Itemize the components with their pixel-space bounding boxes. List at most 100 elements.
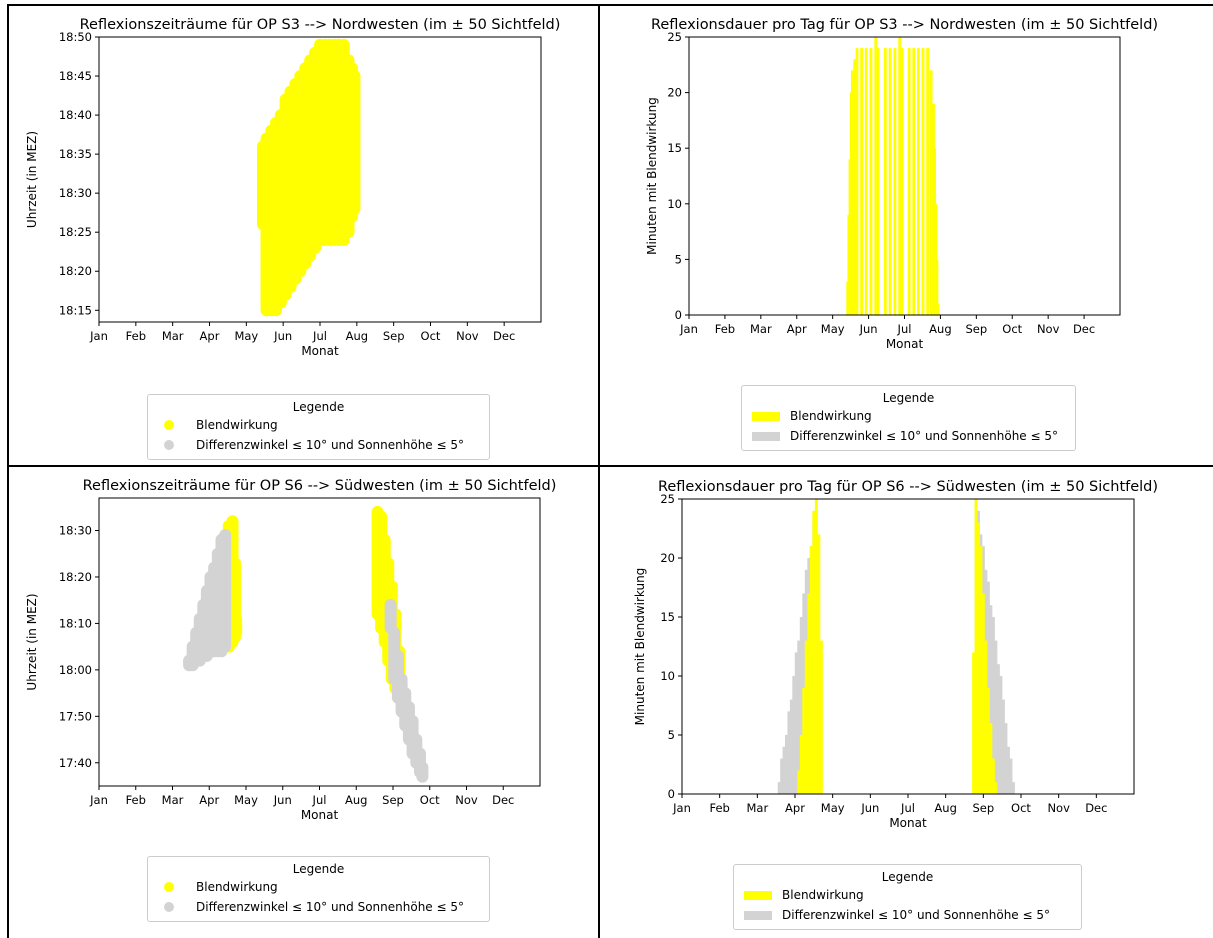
bar xyxy=(850,70,854,315)
x-tick-label: May xyxy=(234,329,258,343)
bar xyxy=(814,499,818,794)
x-tick-label: Sep xyxy=(965,322,987,336)
y-tick-label: 18:30 xyxy=(59,524,92,538)
legend-label-blend: Blendwirkung xyxy=(782,888,864,902)
legend-swatch-blend xyxy=(744,890,772,900)
y-axis-label: Uhrzeit (in MEZ) xyxy=(25,131,39,228)
y-tick-label: 17:50 xyxy=(59,709,92,723)
y-tick-label: 18:40 xyxy=(59,108,92,122)
bar xyxy=(898,37,902,315)
bar xyxy=(989,723,993,794)
divider-vertical xyxy=(598,4,600,938)
legend-swatch-blend xyxy=(164,420,174,430)
x-tick-label: Aug xyxy=(345,793,367,807)
legend-label-blend: Blendwirkung xyxy=(790,409,872,423)
legend-label-diff: Differenzwinkel ≤ 10° und Sonnenhöhe ≤ 5… xyxy=(782,908,1050,922)
bar xyxy=(986,687,990,794)
x-tick-label: Oct xyxy=(421,329,441,343)
x-tick-label: Mar xyxy=(746,801,768,815)
x-tick-label: Oct xyxy=(420,793,440,807)
bar xyxy=(991,758,995,794)
y-tick-label: 10 xyxy=(667,197,682,211)
x-tick-label: Jun xyxy=(273,793,292,807)
legend-item-diff: Differenzwinkel ≤ 10° und Sonnenhöhe ≤ 5… xyxy=(148,435,489,455)
x-tick-label: Sep xyxy=(972,801,994,815)
y-tick-label: 18:35 xyxy=(59,147,92,161)
divider-top xyxy=(7,4,1213,6)
bar xyxy=(802,687,806,794)
bar xyxy=(869,48,873,315)
y-tick-label: 18:10 xyxy=(59,616,92,630)
bar xyxy=(782,746,786,794)
bar xyxy=(809,546,813,794)
x-tick-label: Dec xyxy=(493,329,515,343)
bar xyxy=(853,59,857,315)
bar xyxy=(1006,746,1010,794)
chart-title: Reflexionszeiträume für OP S6 --> Südwes… xyxy=(83,478,557,494)
x-tick-label: Aug xyxy=(929,322,951,336)
x-tick-label: Jul xyxy=(312,793,327,807)
legend-item-diff: Differenzwinkel ≤ 10° und Sonnenhöhe ≤ 5… xyxy=(148,897,489,917)
bar xyxy=(1011,782,1015,794)
x-tick-label: Feb xyxy=(126,793,146,807)
legend-title: Legende xyxy=(882,391,935,405)
x-tick-label: Dec xyxy=(1085,801,1107,815)
bar xyxy=(935,259,939,315)
x-tick-label: Jun xyxy=(859,322,878,336)
legend-title: Legende xyxy=(292,862,345,876)
chart-s3-duration: Reflexionsdauer pro Tag für OP S3 --> No… xyxy=(645,17,1158,351)
chart-s6-time: Reflexionszeiträume für OP S6 --> Südwes… xyxy=(25,478,557,822)
plot-area xyxy=(256,38,361,317)
bar xyxy=(981,593,985,794)
x-tick-label: May xyxy=(821,801,845,815)
chart-panel-s6-time: Reflexionszeiträume für OP S6 --> Südwes… xyxy=(9,467,598,938)
x-tick-label: Mar xyxy=(162,793,184,807)
chart-title: Reflexionsdauer pro Tag für OP S3 --> No… xyxy=(651,17,1158,33)
x-tick-label: Dec xyxy=(492,793,514,807)
legend-label-diff: Differenzwinkel ≤ 10° und Sonnenhöhe ≤ 5… xyxy=(196,438,464,452)
bar xyxy=(893,48,897,315)
x-tick-label: Feb xyxy=(126,329,146,343)
legend-label-diff: Differenzwinkel ≤ 10° und Sonnenhöhe ≤ 5… xyxy=(196,900,464,914)
x-tick-label: Jan xyxy=(679,322,698,336)
legend-title: Legende xyxy=(292,400,345,414)
bar xyxy=(817,534,821,794)
x-tick-label: Aug xyxy=(934,801,956,815)
bar xyxy=(994,782,998,794)
x-tick-label: Sep xyxy=(383,329,405,343)
legend-swatch-blend xyxy=(752,411,780,421)
x-tick-label: Jun xyxy=(860,801,879,815)
x-tick-label: Jun xyxy=(273,329,292,343)
bar xyxy=(991,617,995,794)
bar xyxy=(787,711,791,794)
legend-label-diff: Differenzwinkel ≤ 10° und Sonnenhöhe ≤ 5… xyxy=(790,429,1058,443)
bar xyxy=(888,48,892,315)
y-tick-label: 18:15 xyxy=(59,303,92,317)
x-tick-label: Sep xyxy=(382,793,404,807)
bar xyxy=(989,605,993,794)
legend-swatch-diff xyxy=(164,440,174,450)
x-tick-label: Jan xyxy=(89,329,108,343)
y-tick-label: 20 xyxy=(660,551,675,565)
x-tick-label: Feb xyxy=(715,322,735,336)
chart-s3-time: Reflexionszeiträume für OP S3 --> Nordwe… xyxy=(25,17,560,358)
legend-item-blend: Blendwirkung xyxy=(148,415,489,435)
x-tick-label: May xyxy=(234,793,258,807)
legend-item-blend: Blendwirkung xyxy=(742,406,1075,426)
chart-panel-s3-time: Reflexionszeiträume für OP S3 --> Nordwe… xyxy=(9,6,598,465)
bar xyxy=(874,37,878,315)
x-tick-label: Nov xyxy=(456,329,479,343)
bar xyxy=(883,48,887,315)
bar xyxy=(900,48,904,315)
legend-item-blend: Blendwirkung xyxy=(734,885,1081,905)
bar xyxy=(792,676,796,794)
bar xyxy=(794,652,798,794)
y-axis-label: Minuten mit Blendwirkung xyxy=(633,568,647,726)
bar xyxy=(864,48,868,315)
x-tick-label: Jan xyxy=(89,793,108,807)
x-tick-label: Jul xyxy=(897,322,912,336)
x-axis-label: Monat xyxy=(301,344,339,358)
legend-s3-duration: Legende Blendwirkung Differenzwinkel ≤ 1… xyxy=(741,385,1076,451)
y-axis-label: Minuten mit Blendwirkung xyxy=(645,97,659,255)
axes-frame xyxy=(688,36,1121,316)
